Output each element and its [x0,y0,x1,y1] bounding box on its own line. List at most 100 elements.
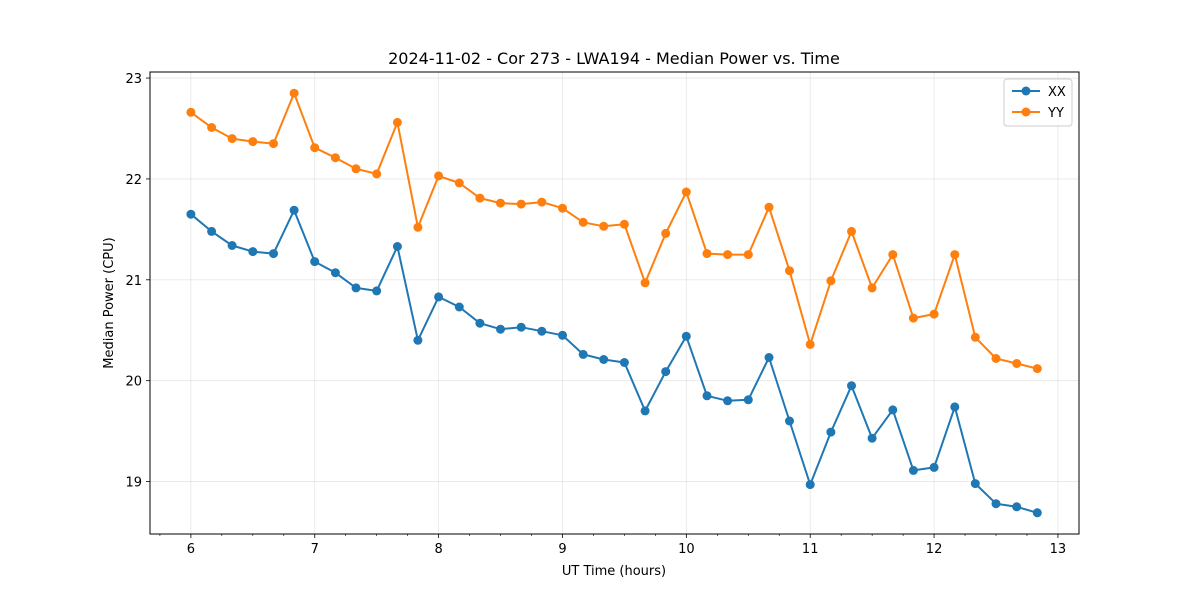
data-point-xx [227,241,237,250]
data-point-xx [537,326,547,336]
x-tick-label: 12 [926,542,943,557]
data-point-xx [392,242,402,251]
data-point-yy [454,178,464,188]
legend: XX YY [1003,78,1073,127]
data-point-yy [619,219,629,229]
data-point-xx [599,355,609,364]
x-tick-label: 7 [311,542,319,557]
data-point-yy [991,354,1001,363]
data-point-xx [826,427,836,437]
data-point-yy [578,217,588,227]
y-tick-label: 22 [125,173,142,188]
data-point-xx [496,324,505,334]
y-tick-label: 19 [125,476,142,491]
data-point-xx [702,391,712,401]
data-point-yy [970,332,980,342]
data-point-xx [372,286,382,296]
data-point-xx [847,381,856,391]
data-point-yy [1032,364,1042,374]
series-layer [186,88,1042,518]
x-tick-label: 6 [187,542,195,557]
series-yy [186,88,1042,374]
data-point-yy [723,250,733,260]
data-point-yy [702,249,712,259]
legend-marker-xx [1021,86,1031,96]
data-point-yy [681,187,691,197]
x-tick-label: 10 [678,542,695,557]
plot-frame [149,71,1080,535]
data-point-xx [785,416,794,426]
data-point-yy [826,276,836,286]
legend-label-yy: YY [1047,106,1064,121]
data-point-xx [413,335,423,345]
x-tick-label: 11 [802,542,819,557]
data-point-xx [207,226,217,236]
data-point-yy [537,197,547,207]
data-point-yy [847,226,856,236]
data-point-yy [496,198,505,208]
data-point-yy [475,193,485,203]
x-tick-label: 8 [434,542,442,557]
legend-label-xx: XX [1048,85,1066,100]
data-point-xx [269,249,278,259]
data-point-xx [929,462,939,472]
data-point-yy [661,228,671,238]
y-tick-label: 21 [125,274,142,289]
data-point-yy [785,266,794,276]
data-point-yy [867,283,877,293]
data-point-yy [599,221,609,231]
data-point-xx [475,318,485,328]
data-point-yy [289,88,299,98]
x-axis-label: UT Time (hours) [562,564,666,579]
data-point-yy [186,107,196,117]
data-point-xx [310,257,320,267]
data-point-yy [372,169,382,179]
x-tick-label: 9 [558,542,566,557]
data-point-yy [1012,359,1022,368]
y-tick-label: 20 [125,375,142,390]
y-tick-label: 23 [125,72,142,87]
legend-marker-yy [1021,107,1031,117]
data-point-xx [867,433,877,443]
data-point-xx [908,465,918,475]
data-point-xx [661,367,671,377]
y-axis-label: Median Power (CPU) [102,237,117,368]
data-point-yy [516,199,526,209]
data-point-xx [619,358,629,367]
data-point-yy [743,250,753,260]
data-point-yy [558,203,567,213]
data-point-yy [805,339,815,349]
data-point-xx [764,353,774,362]
grid [150,72,1079,534]
data-point-xx [805,480,815,490]
data-point-yy [248,137,258,147]
x-tick-label: 13 [1050,542,1067,557]
data-point-xx [454,302,464,312]
data-point-xx [248,247,258,257]
data-point-yy [351,164,361,174]
data-point-yy [227,134,237,144]
data-point-xx [681,331,691,341]
data-point-yy [330,153,340,163]
data-point-yy [908,313,918,323]
data-point-xx [743,395,753,405]
data-point-yy [310,143,320,153]
data-point-xx [1012,502,1022,512]
data-point-yy [640,278,650,288]
data-point-xx [351,283,361,293]
chart-title: 2024-11-02 - Cor 273 - LWA194 - Median P… [388,49,840,68]
data-point-xx [558,330,567,340]
data-point-xx [640,406,650,416]
data-point-xx [970,479,980,489]
series-xx [186,205,1042,518]
data-point-yy [434,171,444,181]
data-point-yy [950,250,960,260]
data-point-xx [434,292,444,302]
data-point-yy [929,309,939,319]
data-point-xx [1032,508,1042,518]
data-point-xx [516,322,526,332]
data-point-xx [950,402,960,412]
data-point-yy [764,202,774,212]
